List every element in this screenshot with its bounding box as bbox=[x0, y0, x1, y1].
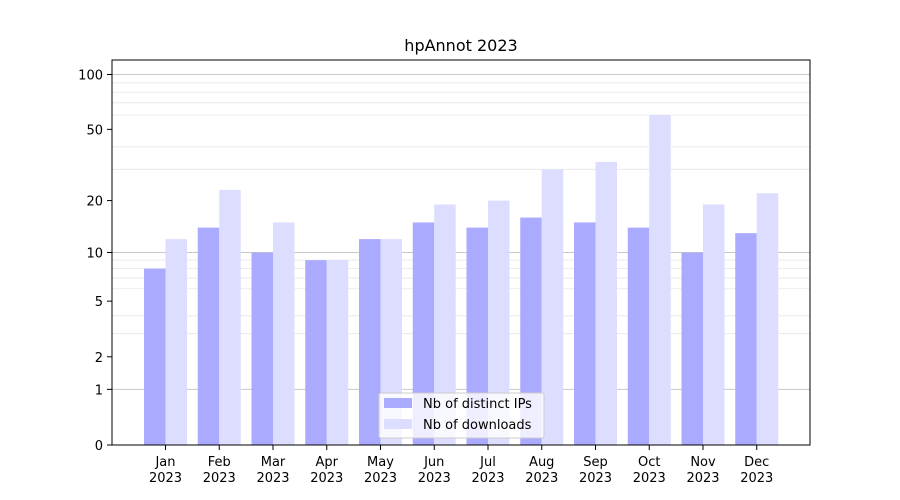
x-tick-label-year: 2023 bbox=[364, 471, 397, 486]
bar-distinct-ips bbox=[359, 239, 381, 445]
bar-downloads bbox=[595, 161, 617, 445]
y-tick-label: 100 bbox=[78, 69, 103, 84]
x-tick-label-year: 2023 bbox=[740, 471, 773, 486]
x-tick-label-month: Jan bbox=[154, 455, 175, 470]
x-axis: Jan2023Feb2023Mar2023Apr2023May2023Jun20… bbox=[149, 445, 773, 486]
bar-downloads bbox=[434, 204, 456, 445]
x-tick-label-month: Mar bbox=[261, 455, 286, 470]
x-tick-label-month: Dec bbox=[744, 455, 769, 470]
chart-title: hpAnnot 2023 bbox=[404, 36, 517, 55]
x-tick-label-month: Feb bbox=[208, 455, 231, 470]
bar-distinct-ips bbox=[412, 222, 435, 445]
x-tick-label-year: 2023 bbox=[579, 471, 612, 486]
x-tick-label-month: Jul bbox=[479, 455, 496, 470]
y-tick-label: 2 bbox=[95, 351, 103, 366]
y-axis: 0 1 2 5 10 20 50 100 bbox=[78, 69, 112, 454]
x-tick-label-year: 2023 bbox=[418, 471, 451, 486]
bar-distinct-ips bbox=[251, 252, 273, 445]
legend-box bbox=[378, 392, 545, 439]
x-tick-label-year: 2023 bbox=[149, 471, 182, 486]
legend-swatch-downloads bbox=[384, 419, 412, 429]
bar-downloads bbox=[273, 222, 295, 445]
legend: Nb of distinct IPs Nb of downloads bbox=[378, 392, 545, 439]
y-tick-label: 50 bbox=[86, 123, 103, 138]
bar-downloads bbox=[541, 169, 564, 445]
y-tick-label: 1 bbox=[95, 383, 103, 398]
x-tick-label-year: 2023 bbox=[203, 471, 236, 486]
x-tick-label-year: 2023 bbox=[525, 471, 558, 486]
x-tick-label-month: Sep bbox=[583, 455, 608, 470]
bar-downloads bbox=[219, 189, 241, 445]
x-tick-label-year: 2023 bbox=[471, 471, 504, 486]
x-tick-label-year: 2023 bbox=[686, 471, 719, 486]
bar-downloads bbox=[488, 200, 510, 445]
y-tick-label: 10 bbox=[86, 247, 103, 262]
bars-layer bbox=[144, 114, 779, 445]
x-tick-label-year: 2023 bbox=[256, 471, 289, 486]
x-tick-label-month: Jun bbox=[423, 455, 444, 470]
x-tick-label-month: Apr bbox=[316, 455, 339, 470]
bar-downloads bbox=[649, 114, 671, 445]
bar-distinct-ips bbox=[305, 260, 327, 445]
x-tick-label-year: 2023 bbox=[310, 471, 343, 486]
legend-label-distinct-ips: Nb of distinct IPs bbox=[423, 397, 532, 412]
bar-distinct-ips bbox=[144, 268, 166, 445]
legend-label-downloads: Nb of downloads bbox=[423, 418, 532, 433]
bar-distinct-ips bbox=[197, 227, 220, 445]
bar-distinct-ips bbox=[574, 222, 596, 445]
bar-distinct-ips bbox=[466, 227, 488, 445]
bar-downloads bbox=[326, 260, 349, 445]
bar-distinct-ips bbox=[520, 217, 542, 445]
bar-distinct-ips bbox=[627, 227, 650, 445]
x-tick-label-month: May bbox=[367, 455, 394, 470]
bar-downloads bbox=[703, 204, 725, 445]
bar-distinct-ips bbox=[735, 233, 757, 445]
bar-downloads bbox=[756, 193, 779, 445]
x-tick-label-month: Oct bbox=[638, 455, 660, 470]
bar-distinct-ips bbox=[681, 252, 703, 445]
x-tick-label-year: 2023 bbox=[633, 471, 666, 486]
legend-swatch-distinct-ips bbox=[384, 398, 412, 408]
y-tick-label: 20 bbox=[86, 195, 103, 210]
x-tick-label-month: Nov bbox=[690, 455, 716, 470]
bar-downloads bbox=[165, 239, 187, 445]
y-tick-label: 5 bbox=[95, 295, 103, 310]
y-tick-label: 0 bbox=[95, 439, 103, 454]
x-tick-label-month: Aug bbox=[529, 455, 554, 470]
